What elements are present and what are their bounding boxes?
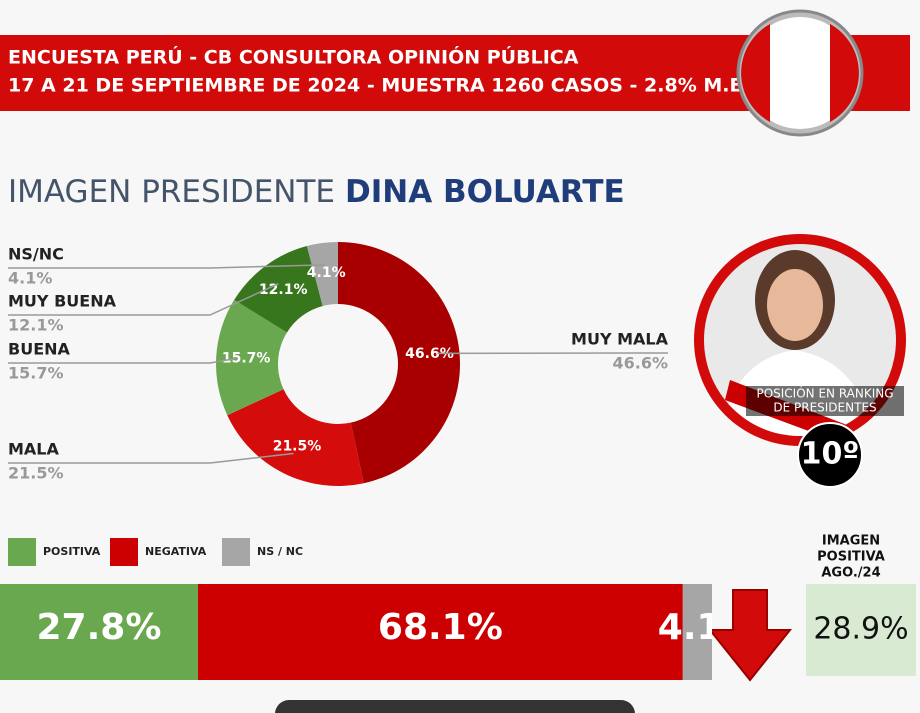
photo xyxy=(694,234,906,488)
category-value: 12.1% xyxy=(8,316,64,335)
photo-face xyxy=(767,269,823,341)
category-label: NS/NC xyxy=(8,245,64,264)
ranking-value: 10º xyxy=(801,437,860,472)
leader-line xyxy=(8,264,326,269)
slice-label: 12.1% xyxy=(259,282,308,298)
previous-label: IMAGEN xyxy=(822,534,880,549)
donut-slice xyxy=(216,299,287,416)
header-line: 17 A 21 DE SEPTIEMBRE DE 2024 - MUESTRA … xyxy=(8,75,750,97)
category-value: 15.7% xyxy=(8,364,64,383)
category-label: MUY BUENA xyxy=(8,292,117,311)
title-bold: DINA BOLUARTE xyxy=(345,174,625,210)
previous-label: POSITIVA xyxy=(817,550,885,565)
stacked-bar: 27.8% 68.1% 4.1% xyxy=(0,584,758,680)
slice-label: 46.6% xyxy=(405,346,454,362)
chart-title: IMAGEN PRESIDENTE DINA BOLUARTE xyxy=(8,174,625,210)
flag-white xyxy=(744,17,856,129)
bar-segment xyxy=(682,584,712,680)
bottom-pill xyxy=(275,700,635,713)
flag xyxy=(736,9,864,137)
previous-box xyxy=(806,584,916,676)
bar-label: 27.8% xyxy=(37,607,162,648)
slice-label: 4.1% xyxy=(307,265,346,281)
slice-label: 21.5% xyxy=(273,438,322,454)
legend-label: NEGATIVA xyxy=(145,545,207,558)
legend-swatch xyxy=(110,538,138,566)
bar-segment xyxy=(197,584,683,680)
legend-swatch xyxy=(222,538,250,566)
donut-slice xyxy=(227,389,364,486)
bar-segment xyxy=(0,584,198,680)
category-value: 21.5% xyxy=(8,464,64,483)
category-label: MALA xyxy=(8,440,60,459)
donut-slice xyxy=(234,246,323,333)
ranking-bg xyxy=(746,386,904,416)
title-light: IMAGEN PRESIDENTE xyxy=(8,174,335,210)
leader-line xyxy=(8,357,239,364)
category-value: 46.6% xyxy=(612,354,668,373)
ranking-label: POSICIÓN EN RANKING xyxy=(756,386,893,401)
down-arrow xyxy=(707,589,793,682)
legend-swatch xyxy=(8,538,36,566)
bar-label: 68.1% xyxy=(378,607,503,648)
legend-label: POSITIVA xyxy=(43,545,101,558)
slice-label: 15.7% xyxy=(222,351,271,367)
donut-slice xyxy=(338,242,460,484)
header-line: ENCUESTA PERÚ - CB CONSULTORA OPINIÓN PÚ… xyxy=(8,45,579,69)
legend-label: NS / NC xyxy=(257,545,303,558)
chart-layer: 46.6% MUY MALA 46.6% 21.5% MALA 21.5% 15.7% BUE… xyxy=(0,242,916,680)
leader-line xyxy=(8,282,279,316)
donut-slice xyxy=(306,242,338,306)
flag-red xyxy=(741,24,770,122)
ranking-label: DE PRESIDENTES xyxy=(773,401,876,415)
flag-red xyxy=(830,24,859,122)
leader-line xyxy=(8,452,294,464)
previous-label: AGO./24 xyxy=(821,566,880,581)
category-label: BUENA xyxy=(8,340,71,359)
previous-value: 28.9% xyxy=(813,612,908,647)
ranking-badge xyxy=(797,422,863,488)
category-value: 4.1% xyxy=(8,269,52,288)
category-label: MUY MALA xyxy=(571,330,669,349)
bar-label: 4.1% xyxy=(658,607,758,648)
